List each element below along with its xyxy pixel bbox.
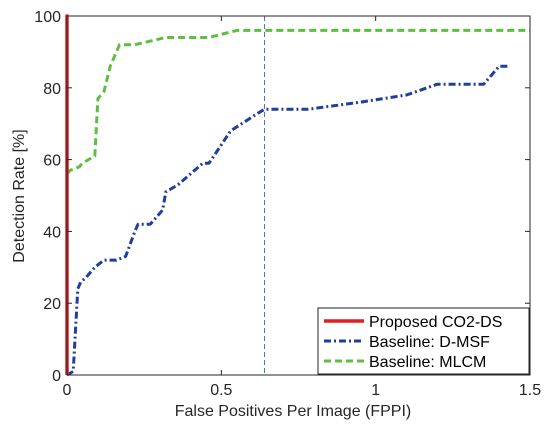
series-line-3 bbox=[65, 28, 530, 196]
legend-box bbox=[317, 307, 530, 375]
legend-label: Baseline: D-MSF bbox=[369, 334, 490, 351]
axes-box bbox=[66, 15, 531, 376]
y-tick-label: 0 bbox=[52, 368, 61, 385]
y-tick-label: 20 bbox=[43, 296, 61, 313]
y-tick-label: 100 bbox=[34, 9, 61, 26]
y-axis-title: Detection Rate [%] bbox=[11, 129, 28, 262]
legend-label: Proposed CO2-DS bbox=[369, 314, 502, 331]
x-tick-label: 1.5 bbox=[519, 382, 541, 399]
x-tick-label: 1 bbox=[371, 382, 380, 399]
y-tick-label: 80 bbox=[43, 81, 61, 98]
legend: Proposed CO2-DS Baseline: D-MSF Baseline: … bbox=[317, 307, 530, 375]
y-tick-label: 40 bbox=[43, 224, 61, 241]
x-tick-label: 0 bbox=[63, 382, 72, 399]
legend-label: Baseline: MLCM bbox=[369, 354, 486, 371]
y-tick-label: 60 bbox=[43, 153, 61, 170]
axes-layer: 0 0.5 1 1.5 0 20 40 60 80 100 bbox=[34, 9, 541, 399]
x-tick-label: 0.5 bbox=[210, 382, 232, 399]
series-line-2 bbox=[66, 64, 509, 377]
x-axis-title: False Positives Per Image (FPPI) bbox=[175, 403, 412, 420]
